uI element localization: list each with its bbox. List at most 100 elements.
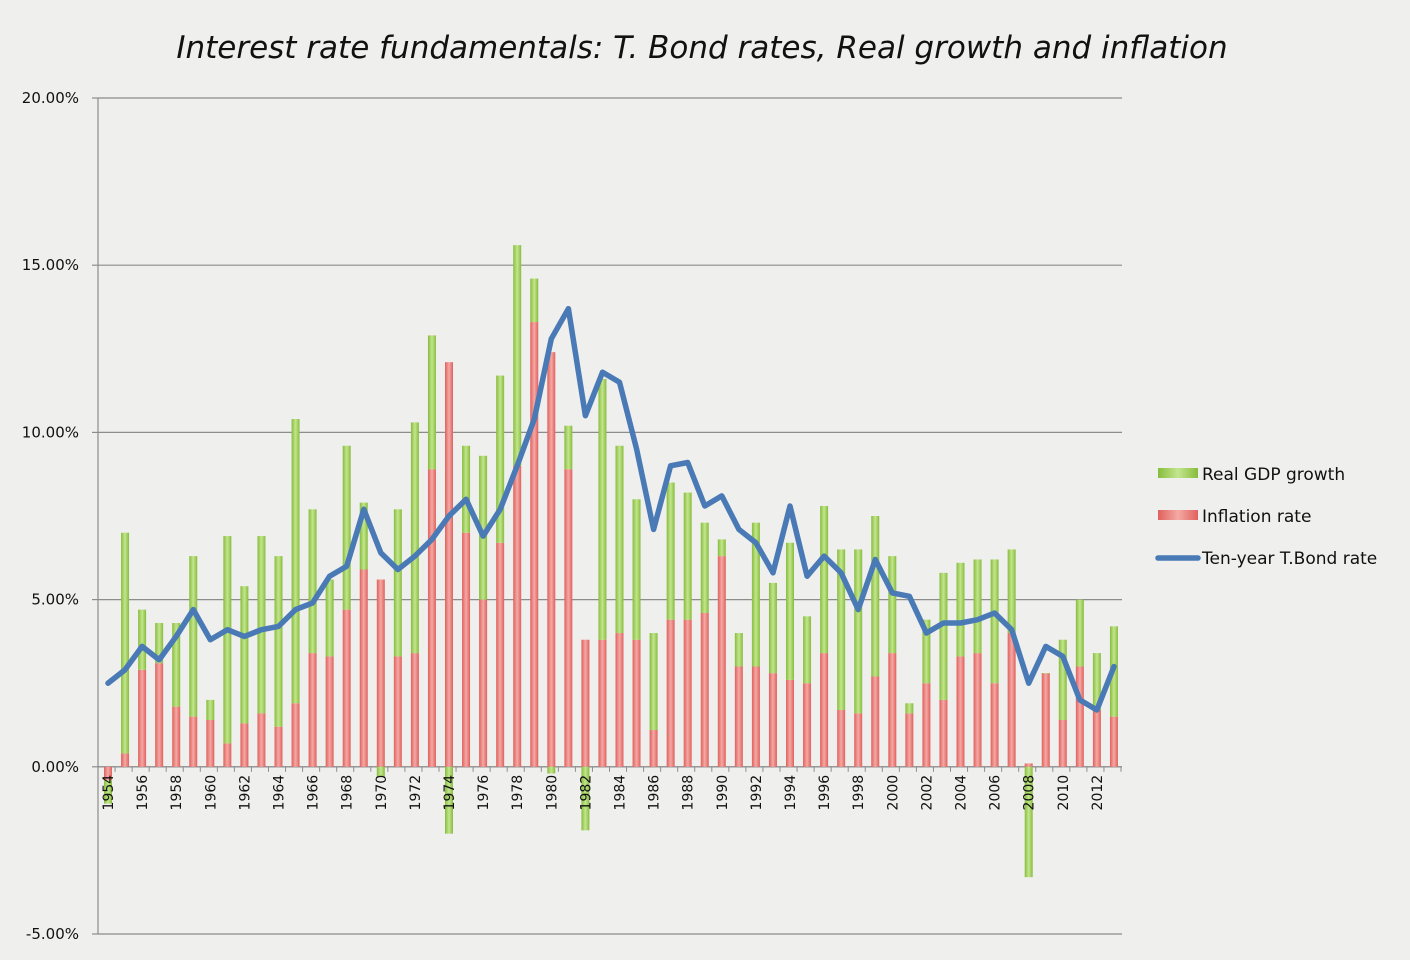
x-tick-label: 1984 (613, 775, 629, 811)
x-tick-label: 1986 (647, 775, 663, 811)
inflation-bar (274, 726, 283, 767)
gdp-growth-bar (1092, 653, 1101, 710)
legend-label: Ten-year T.Bond rate (1201, 549, 1377, 569)
x-tick-label: 2010 (1056, 775, 1072, 811)
gdp-growth-bar (308, 509, 317, 654)
inflation-bar (410, 653, 419, 767)
inflation-bar (1024, 763, 1033, 767)
gdp-growth-bar (513, 245, 522, 466)
x-tick-label: 1960 (203, 775, 219, 811)
gdp-growth-bar (359, 502, 368, 570)
gdp-growth-bar (1058, 639, 1067, 720)
gdp-growth-bar (871, 516, 880, 677)
x-tick-label: 1982 (578, 775, 594, 811)
inflation-bar (240, 723, 249, 767)
gdp-growth-bar (530, 278, 539, 323)
inflation-bar (462, 532, 471, 767)
gdp-growth-bar (683, 492, 692, 620)
gdp-growth-bar (581, 766, 590, 831)
inflation-bar (325, 656, 334, 767)
gdp-growth-bar (496, 375, 505, 543)
gdp-growth-bar (223, 536, 232, 744)
x-tick-label: 2012 (1090, 775, 1106, 811)
inflation-bar (104, 766, 112, 781)
gdp-growth-bar (155, 623, 164, 664)
gdp-growth-bar (1041, 673, 1050, 674)
inflation-bar (223, 743, 232, 767)
gdp-growth-bar (905, 703, 914, 714)
inflation-bar (683, 619, 692, 767)
x-tick-label: 2006 (988, 775, 1004, 811)
inflation-bar (189, 716, 198, 767)
gdp-growth-bar (768, 582, 777, 674)
gdp-growth-bar (172, 623, 181, 707)
inflation-bar (837, 709, 846, 767)
gdp-growth-bar (104, 780, 112, 804)
inflation-bar (939, 699, 948, 767)
inflation-bar (632, 639, 641, 767)
x-tick-label: 2000 (885, 775, 901, 811)
inflation-bar (888, 653, 897, 767)
inflation-bar (820, 653, 829, 767)
inflation-bar (155, 663, 164, 767)
inflation-bar (1092, 709, 1101, 767)
inflation-bar (615, 633, 624, 767)
gdp-growth-bar (1024, 766, 1033, 878)
inflation-bar (649, 730, 658, 767)
inflation-bar (1075, 666, 1084, 767)
gdp-growth-bar (1075, 599, 1084, 667)
inflation-bar (1041, 673, 1050, 767)
gdp-growth-bar (564, 425, 573, 470)
gdp-growth-bar (206, 699, 215, 720)
gdp-growth-bar (803, 616, 812, 684)
inflation-bar (751, 666, 760, 767)
inflation-bar (172, 706, 181, 767)
gdp-growth-bar (888, 556, 897, 654)
gdp-growth-bar (751, 522, 760, 667)
gdp-growth-bar (990, 559, 999, 684)
y-tick-label: -5.00% (26, 925, 79, 943)
gdp-growth-bar (956, 562, 965, 657)
x-tick-label: 1996 (817, 775, 833, 811)
x-tick-label: 1964 (272, 775, 288, 811)
gdp-growth-bar (666, 482, 675, 620)
x-tick-labels: 1954 1956 1958 1960 1962 1964 1966 1968 1970 1972… (101, 775, 1106, 811)
gdp-growth-bar (325, 579, 334, 657)
x-tick-label: 1970 (374, 775, 390, 811)
inflation-bar (393, 656, 402, 767)
x-tick-label: 1954 (101, 775, 117, 811)
inflation-bar (121, 753, 130, 767)
gdp-growth-bar (138, 609, 147, 670)
inflation-bar (359, 569, 368, 767)
inflation-bar (138, 669, 147, 767)
bars (104, 245, 1118, 878)
y-tick-label: 20.00% (22, 89, 79, 107)
x-tick-label: 1956 (135, 775, 151, 811)
inflation-bar (700, 612, 709, 767)
gdp-growth-bar (837, 549, 846, 710)
gdp-growth-bar (598, 378, 607, 640)
gdp-growth-bar (274, 556, 283, 727)
gdp-growth-bar (820, 505, 829, 654)
gdp-growth-bar (922, 619, 931, 684)
y-tick-label: 5.00% (31, 591, 79, 609)
inflation-bar (803, 683, 812, 767)
inflation-bar (1058, 719, 1067, 767)
x-tick-label: 2008 (1022, 775, 1038, 811)
bond-rate-line-layer (105, 305, 1117, 713)
inflation-bar (530, 322, 539, 767)
x-tick-label: 1974 (442, 775, 458, 811)
x-tick-label: 1994 (783, 775, 799, 811)
gdp-growth-bar (479, 455, 488, 600)
inflation-bar (598, 639, 607, 767)
gdp-growth-bar (342, 445, 351, 610)
gdp-growth-bar (376, 766, 385, 777)
gdp-growth-bar (786, 542, 794, 680)
legend: Real GDP growth Inflation rate Ten-year T.… (1155, 465, 1377, 569)
gdp-growth-bar (632, 499, 641, 640)
inflation-bar (564, 469, 573, 767)
gdp-growth-bar (427, 335, 436, 470)
